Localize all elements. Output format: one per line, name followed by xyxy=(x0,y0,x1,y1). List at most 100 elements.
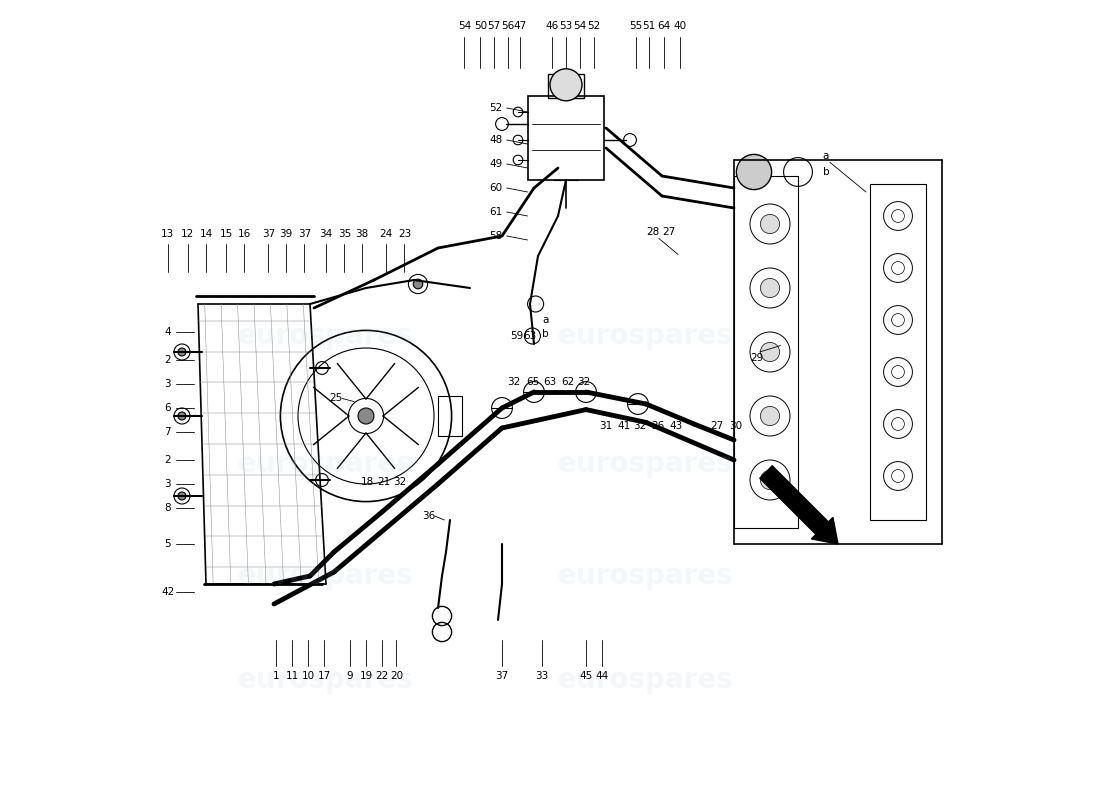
Circle shape xyxy=(628,394,648,414)
Circle shape xyxy=(760,278,780,298)
Text: 56: 56 xyxy=(500,21,514,30)
Text: 6: 6 xyxy=(164,403,170,413)
Bar xyxy=(734,176,798,528)
Circle shape xyxy=(524,382,544,402)
Text: 58: 58 xyxy=(490,231,503,241)
Circle shape xyxy=(358,408,374,424)
Text: 1: 1 xyxy=(273,671,279,681)
Text: 47: 47 xyxy=(513,21,526,30)
Text: 51: 51 xyxy=(642,21,656,30)
Circle shape xyxy=(178,348,186,356)
Circle shape xyxy=(736,154,771,190)
Text: 24: 24 xyxy=(379,230,393,239)
Text: 29: 29 xyxy=(750,354,763,363)
Text: eurospares: eurospares xyxy=(238,450,414,478)
Text: 8: 8 xyxy=(164,503,170,513)
Text: 61: 61 xyxy=(490,207,503,217)
Text: 19: 19 xyxy=(360,671,373,681)
Text: eurospares: eurospares xyxy=(238,322,414,350)
Text: 27: 27 xyxy=(710,421,723,430)
Text: a: a xyxy=(823,151,829,161)
Text: 32: 32 xyxy=(507,378,520,387)
Text: 23: 23 xyxy=(398,230,411,239)
Text: b: b xyxy=(823,167,829,177)
Text: 14: 14 xyxy=(199,230,212,239)
Text: 37: 37 xyxy=(262,230,275,239)
Text: 10: 10 xyxy=(301,671,315,681)
Text: 5: 5 xyxy=(164,539,170,549)
Circle shape xyxy=(174,488,190,504)
Text: 32: 32 xyxy=(393,477,406,486)
Text: 48: 48 xyxy=(490,135,503,145)
Text: 3: 3 xyxy=(164,479,170,489)
Text: 35: 35 xyxy=(338,230,351,239)
Text: 62: 62 xyxy=(561,378,574,387)
Text: 54: 54 xyxy=(458,21,471,30)
Circle shape xyxy=(174,408,190,424)
FancyArrow shape xyxy=(760,466,838,544)
Text: 59: 59 xyxy=(509,331,522,341)
Text: 64: 64 xyxy=(657,21,670,30)
Text: 2: 2 xyxy=(164,355,170,365)
Text: 18: 18 xyxy=(361,477,374,486)
Text: 4: 4 xyxy=(164,327,170,337)
Text: 36: 36 xyxy=(421,511,434,521)
Text: 17: 17 xyxy=(318,671,331,681)
Text: 49: 49 xyxy=(490,159,503,169)
Text: 38: 38 xyxy=(355,230,368,239)
Text: 65: 65 xyxy=(526,378,539,387)
Circle shape xyxy=(349,398,384,434)
Circle shape xyxy=(760,406,780,426)
Text: 43: 43 xyxy=(670,421,683,430)
Text: 42: 42 xyxy=(161,587,174,597)
Text: 13: 13 xyxy=(161,230,174,239)
Text: 44: 44 xyxy=(595,671,608,681)
Text: 39: 39 xyxy=(279,230,293,239)
Text: 31: 31 xyxy=(600,421,613,430)
Text: 33: 33 xyxy=(536,671,549,681)
Circle shape xyxy=(760,214,780,234)
Text: 25: 25 xyxy=(329,394,342,403)
Text: eurospares: eurospares xyxy=(238,562,414,590)
Bar xyxy=(528,96,604,180)
Text: 11: 11 xyxy=(286,671,299,681)
Text: 37: 37 xyxy=(495,671,508,681)
Text: 37: 37 xyxy=(298,230,311,239)
Text: 52: 52 xyxy=(490,103,503,113)
Text: eurospares: eurospares xyxy=(558,450,734,478)
Text: 46: 46 xyxy=(544,21,558,30)
Circle shape xyxy=(760,470,780,490)
Text: 60: 60 xyxy=(490,183,503,193)
Text: 27: 27 xyxy=(662,227,675,237)
Text: 30: 30 xyxy=(729,421,743,430)
Text: 2: 2 xyxy=(164,455,170,465)
Text: 45: 45 xyxy=(580,671,593,681)
Text: 63: 63 xyxy=(543,378,557,387)
Text: 32: 32 xyxy=(578,378,591,387)
Text: 3: 3 xyxy=(164,379,170,389)
Text: 9: 9 xyxy=(346,671,353,681)
Text: 63: 63 xyxy=(524,331,537,341)
Circle shape xyxy=(174,344,190,360)
Text: eurospares: eurospares xyxy=(238,666,414,694)
Circle shape xyxy=(414,279,422,289)
Text: 40: 40 xyxy=(673,21,686,30)
Text: 57: 57 xyxy=(487,21,500,30)
Circle shape xyxy=(550,69,582,101)
Text: 7: 7 xyxy=(164,427,170,437)
Text: a: a xyxy=(542,315,549,325)
Bar xyxy=(549,74,584,98)
Text: 54: 54 xyxy=(573,21,586,30)
Text: b: b xyxy=(542,330,549,339)
Circle shape xyxy=(178,492,186,500)
Text: eurospares: eurospares xyxy=(558,322,734,350)
Text: eurospares: eurospares xyxy=(558,666,734,694)
Text: 15: 15 xyxy=(219,230,232,239)
Text: 20: 20 xyxy=(389,671,403,681)
Text: 28: 28 xyxy=(646,227,659,237)
Text: 32: 32 xyxy=(632,421,646,430)
Text: 22: 22 xyxy=(375,671,388,681)
Text: 53: 53 xyxy=(560,21,573,30)
Text: 34: 34 xyxy=(319,230,332,239)
Text: 41: 41 xyxy=(617,421,630,430)
